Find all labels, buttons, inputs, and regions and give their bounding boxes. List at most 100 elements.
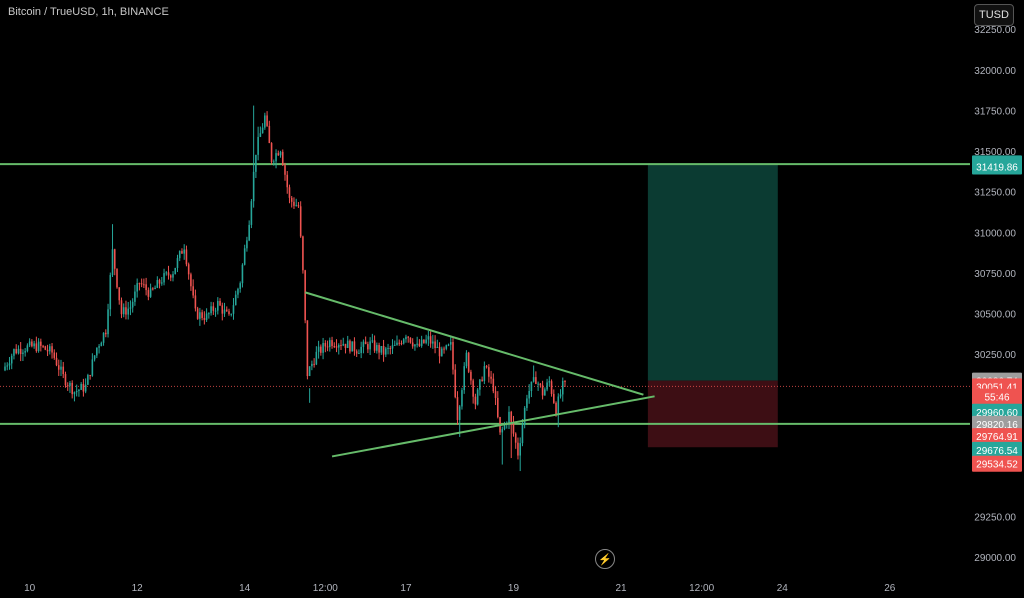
candle-body (396, 342, 398, 345)
candle (40, 338, 42, 352)
candle-body (337, 345, 340, 348)
candle (31, 339, 33, 348)
candle (140, 278, 143, 288)
candle (360, 341, 362, 359)
price-tick: 31000.00 (974, 228, 1016, 239)
candle-body (467, 352, 470, 372)
candle (89, 374, 91, 380)
candle-body (340, 345, 342, 347)
candle-body (335, 346, 338, 348)
candle-body (98, 346, 100, 348)
symbol-button[interactable]: TUSD (974, 4, 1014, 26)
candle-body (60, 366, 62, 370)
candle (530, 381, 533, 398)
candle-body (362, 341, 365, 347)
candle (380, 345, 383, 355)
candle-body (234, 294, 237, 306)
candle (73, 391, 76, 402)
candle (346, 335, 349, 349)
candle-body (266, 115, 268, 126)
price-label-bg (972, 455, 1022, 472)
candle-body (84, 384, 87, 392)
candle (458, 404, 461, 437)
candle (129, 300, 132, 316)
time-axis: 10 12 14 12:00 17 19 21 12:00 24 26 (24, 583, 896, 594)
candle (208, 312, 210, 319)
candle-body (78, 389, 80, 391)
candle (523, 406, 526, 429)
candle (564, 380, 566, 388)
candle (481, 376, 483, 382)
candle (535, 371, 537, 385)
candle-body (481, 379, 483, 381)
candle-body (546, 382, 548, 390)
candle-body (497, 397, 499, 418)
price-label-text: 29676.54 (976, 446, 1018, 457)
candle-body (427, 336, 430, 340)
candle (217, 297, 219, 315)
candle-body (46, 349, 49, 352)
candle (335, 339, 338, 353)
candle-body (6, 365, 9, 367)
candle (454, 364, 457, 399)
candle (60, 359, 62, 376)
candle-body (411, 342, 414, 347)
candle-body (42, 345, 44, 347)
candle-body (232, 305, 235, 314)
candle (268, 120, 271, 144)
candle-body (257, 136, 259, 155)
price-tick: 30500.00 (974, 309, 1016, 320)
candle-body (192, 286, 194, 296)
candle-body (158, 280, 161, 284)
price-tick: 31750.00 (974, 106, 1016, 117)
candle (393, 340, 396, 346)
candle-body (261, 127, 264, 134)
candle (382, 339, 385, 362)
candle (127, 302, 129, 320)
candle-body (203, 317, 206, 320)
candle-body (31, 341, 33, 347)
candle-body (452, 342, 454, 370)
candle-body (416, 343, 418, 345)
candle-body (449, 342, 452, 345)
candle-body (436, 346, 439, 348)
candle (55, 352, 58, 367)
candle-body (528, 390, 530, 399)
candle (463, 362, 465, 394)
candle-body (273, 161, 275, 163)
candle-body (470, 371, 472, 381)
candle (290, 195, 293, 208)
candle-body (57, 365, 60, 370)
candle (246, 236, 248, 252)
price-tick: 31250.00 (974, 188, 1016, 199)
candle (44, 345, 47, 351)
candle (158, 278, 161, 289)
price-label: 31419.86 (972, 158, 1022, 175)
price-tick: 29000.00 (974, 553, 1016, 564)
price-label: 29820.16 (972, 415, 1022, 432)
candle (49, 343, 51, 355)
price-tick: 31500.00 (974, 147, 1016, 158)
candle (17, 345, 20, 355)
candle (378, 342, 380, 360)
candle (295, 198, 297, 207)
candle-body (532, 377, 535, 382)
candle-body (129, 307, 132, 309)
lightning-icon[interactable]: ⚡ (595, 549, 615, 569)
candle (288, 184, 291, 204)
candle (93, 355, 96, 362)
candle (181, 248, 183, 254)
candle (400, 340, 403, 346)
candle (539, 382, 542, 388)
candle (105, 329, 107, 338)
candle-body (512, 421, 515, 434)
candle (472, 378, 474, 404)
candle-body (293, 201, 295, 206)
candle (340, 339, 342, 351)
price-tick: 32250.00 (974, 25, 1016, 36)
candle-body (472, 380, 474, 397)
candle-body (174, 267, 177, 275)
candle-body (13, 349, 15, 356)
candle-body (317, 346, 320, 352)
